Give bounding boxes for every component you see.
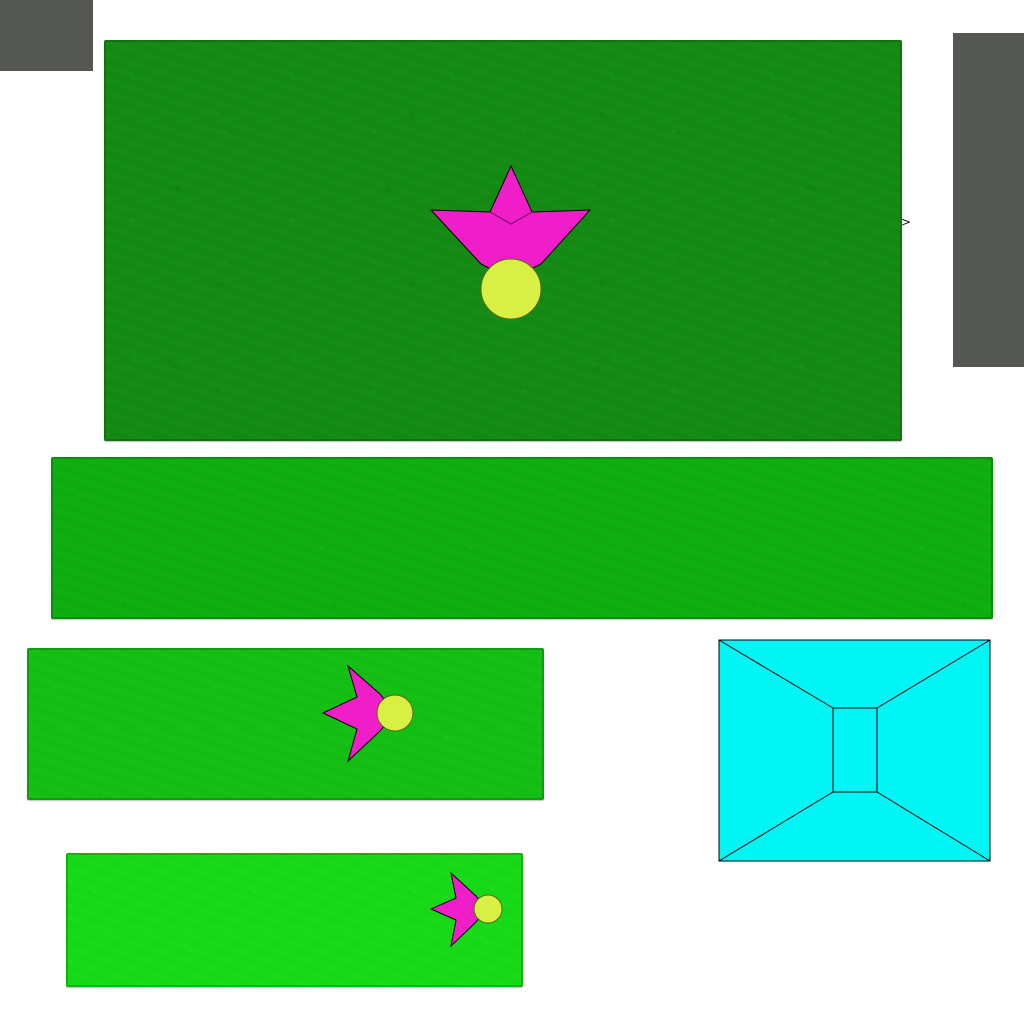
green-panel-3[interactable] <box>27 648 544 800</box>
right-side-tab[interactable] <box>953 33 1024 367</box>
orb-icon <box>480 258 542 320</box>
green-panel-2[interactable] <box>51 457 993 619</box>
top-left-tab[interactable] <box>0 0 93 71</box>
green-panel-1[interactable] <box>104 40 902 441</box>
green-panel-4[interactable] <box>66 853 523 987</box>
star-icon-inner <box>489 211 533 225</box>
orb-icon <box>473 894 503 924</box>
caret-right-icon: > <box>901 215 912 229</box>
orb-icon <box>376 694 414 732</box>
